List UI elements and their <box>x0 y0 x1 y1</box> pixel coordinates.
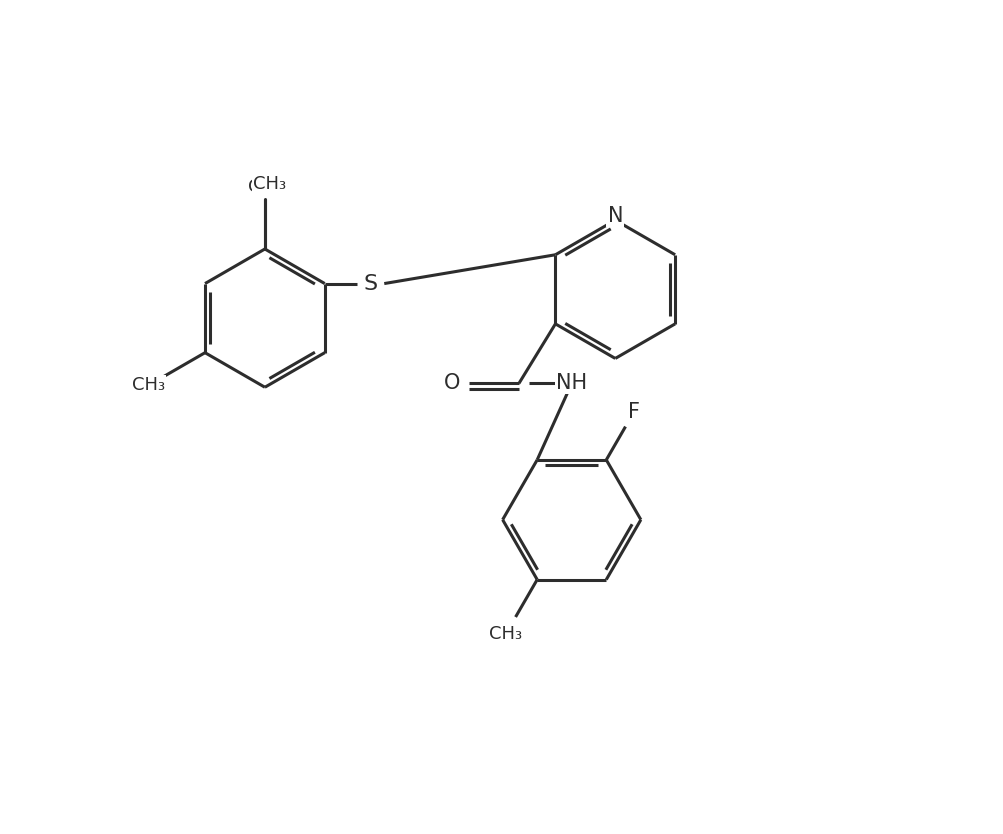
Text: NH: NH <box>556 374 587 394</box>
Text: CH₃: CH₃ <box>488 625 522 643</box>
Text: S: S <box>363 274 377 294</box>
Text: F: F <box>628 402 640 422</box>
Text: O: O <box>443 374 459 394</box>
Text: CH₃: CH₃ <box>131 376 164 394</box>
Text: CH₃: CH₃ <box>248 178 281 196</box>
Text: N: N <box>607 206 623 226</box>
Text: CH₃: CH₃ <box>253 174 286 193</box>
